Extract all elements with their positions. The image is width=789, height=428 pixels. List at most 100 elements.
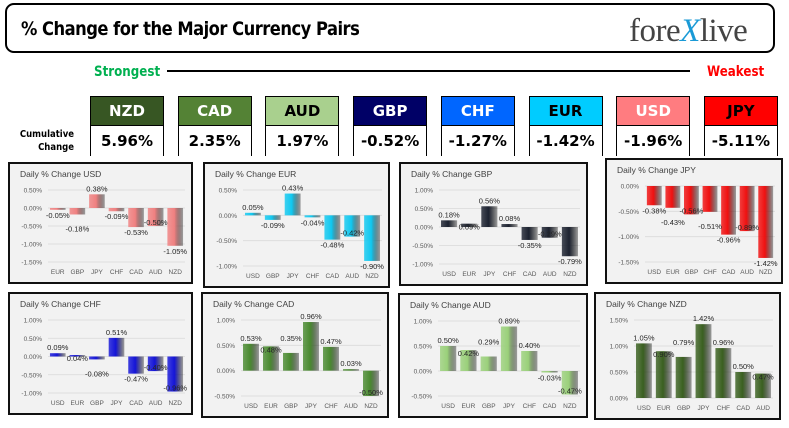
data-label: 1.05% [633, 333, 655, 342]
data-label: 0.35% [280, 334, 302, 343]
chart-title: Daily % Change AUD [410, 300, 491, 310]
y-tick-label: 0.00% [24, 206, 43, 213]
chart-eur: Daily % Change EUR 0.50% 0.00% -0.50% -1.00%… [203, 162, 390, 288]
data-label: 0.04% [67, 354, 89, 363]
currency-box-gbp: GBP -0.52% [353, 96, 428, 156]
bar [480, 356, 497, 371]
x-tick-label: EUR [51, 269, 65, 276]
x-tick-label: NZD [169, 400, 183, 407]
data-label: -0.40% [144, 363, 168, 372]
bar [500, 326, 518, 371]
chart-nzd: Daily % Change NZD 1.50% 1.00% 0.50% 0.00% US… [594, 292, 781, 420]
x-tick-label: JPY [483, 271, 496, 278]
bar [167, 208, 184, 246]
bar [646, 186, 662, 206]
bar [263, 346, 279, 371]
y-tick-label: 0.00% [217, 368, 236, 375]
bar [665, 186, 681, 208]
bar [89, 356, 105, 360]
data-label: 0.18% [438, 210, 460, 219]
chart-svg: Daily % Change GBP 1.00% 0.50% 0.00% -0.50% -… [411, 169, 582, 278]
data-label: 0.79% [673, 338, 695, 347]
data-label: 0.96% [300, 312, 322, 321]
currency-code: EUR [529, 97, 602, 126]
bar [283, 352, 299, 371]
chart-title: Daily % Change CAD [213, 299, 294, 309]
data-label: 0.09% [459, 223, 481, 232]
x-tick-label: CAD [722, 269, 736, 276]
y-tick-label: -1.00% [412, 262, 433, 269]
chart-svg: Daily % Change USD 0.50% 0.00% -0.50% -1.00%… [20, 169, 187, 276]
bar [481, 206, 498, 227]
x-tick-label: NZD [759, 269, 773, 276]
currency-code: GBP [354, 97, 427, 126]
x-tick-label: JPY [698, 405, 711, 412]
y-tick-label: 0.50% [217, 343, 236, 350]
bar [758, 186, 774, 258]
currency-code: NZD [91, 97, 163, 126]
bar [739, 186, 755, 232]
data-label: 0.09% [47, 343, 69, 352]
y-tick-label: 1.00% [217, 318, 236, 325]
x-tick-label: JPY [305, 403, 318, 410]
cumulative-value: -0.52% [354, 126, 427, 156]
chart-svg: Daily % Change CAD 1.00% 0.50% 0.00% -0.50% U… [213, 299, 383, 410]
bar [695, 324, 712, 398]
data-label: -1.42% [754, 259, 778, 268]
y-tick-label: -0.50% [411, 394, 432, 401]
data-label: -0.48% [320, 241, 344, 250]
data-label: 1.42% [693, 314, 715, 323]
x-tick-label: NZD [365, 273, 379, 280]
bar [441, 220, 458, 227]
data-label: -0.89% [735, 223, 759, 232]
bar [167, 356, 184, 392]
bar [89, 194, 105, 208]
bar [675, 356, 692, 398]
y-tick-label: -1.50% [21, 260, 42, 267]
bar [147, 356, 164, 372]
x-tick-label: GBP [266, 273, 280, 280]
x-tick-label: JPY [503, 403, 516, 410]
x-tick-label: CAD [129, 400, 143, 407]
x-tick-label: GBP [90, 400, 104, 407]
bar [304, 215, 321, 218]
y-tick-label: -1.00% [21, 391, 42, 398]
x-tick-label: USD [441, 403, 455, 410]
data-label: -1.05% [163, 247, 187, 256]
y-tick-label: 1.50% [610, 318, 629, 325]
x-tick-label: CAD [736, 405, 750, 412]
y-tick-label: -1.00% [618, 234, 639, 241]
x-tick-label: AUD [344, 403, 358, 410]
data-label: -0.09% [105, 212, 129, 221]
currency-code: CAD [178, 97, 251, 126]
x-tick-label: AUD [149, 400, 163, 407]
currency-code: CHF [441, 97, 514, 126]
y-tick-label: 0.50% [219, 188, 238, 195]
chart-svg: Daily % Change NZD 1.50% 1.00% 0.50% 0.00% US… [606, 299, 774, 412]
data-label: -0.08% [85, 369, 109, 378]
x-tick-label: NZD [563, 403, 577, 410]
chart-title: Daily % Change EUR [215, 169, 296, 179]
currency-box-jpy: JPY -5.11% [703, 96, 778, 156]
x-tick-label: JPY [287, 273, 300, 280]
cumulative-value: 1.97% [266, 126, 339, 156]
chart-gbp: Daily % Change GBP 1.00% 0.50% 0.00% -0.50% -… [399, 162, 588, 286]
x-tick-label: CAD [129, 269, 143, 276]
data-label: 0.29% [478, 338, 500, 347]
chart-title: Daily % Change GBP [411, 169, 493, 179]
cumulative-value: 5.96% [91, 126, 163, 156]
y-tick-label: 0.00% [219, 213, 238, 220]
x-tick-label: EUR [462, 271, 476, 278]
chart-title: Daily % Change CHF [20, 299, 101, 309]
x-tick-label: CHF [324, 403, 337, 410]
currency-box-usd: USD -1.96% [616, 96, 691, 156]
bar [541, 227, 558, 238]
y-tick-label: 0.50% [415, 206, 434, 213]
data-label: -0.47% [124, 375, 148, 384]
data-label: 0.56% [479, 196, 501, 205]
x-tick-label: CAD [325, 273, 339, 280]
data-label: 0.08% [499, 214, 521, 223]
data-label: 0.42% [458, 349, 480, 358]
data-label: -0.53% [124, 228, 148, 237]
currency-box-eur: EUR -1.42% [528, 96, 603, 156]
